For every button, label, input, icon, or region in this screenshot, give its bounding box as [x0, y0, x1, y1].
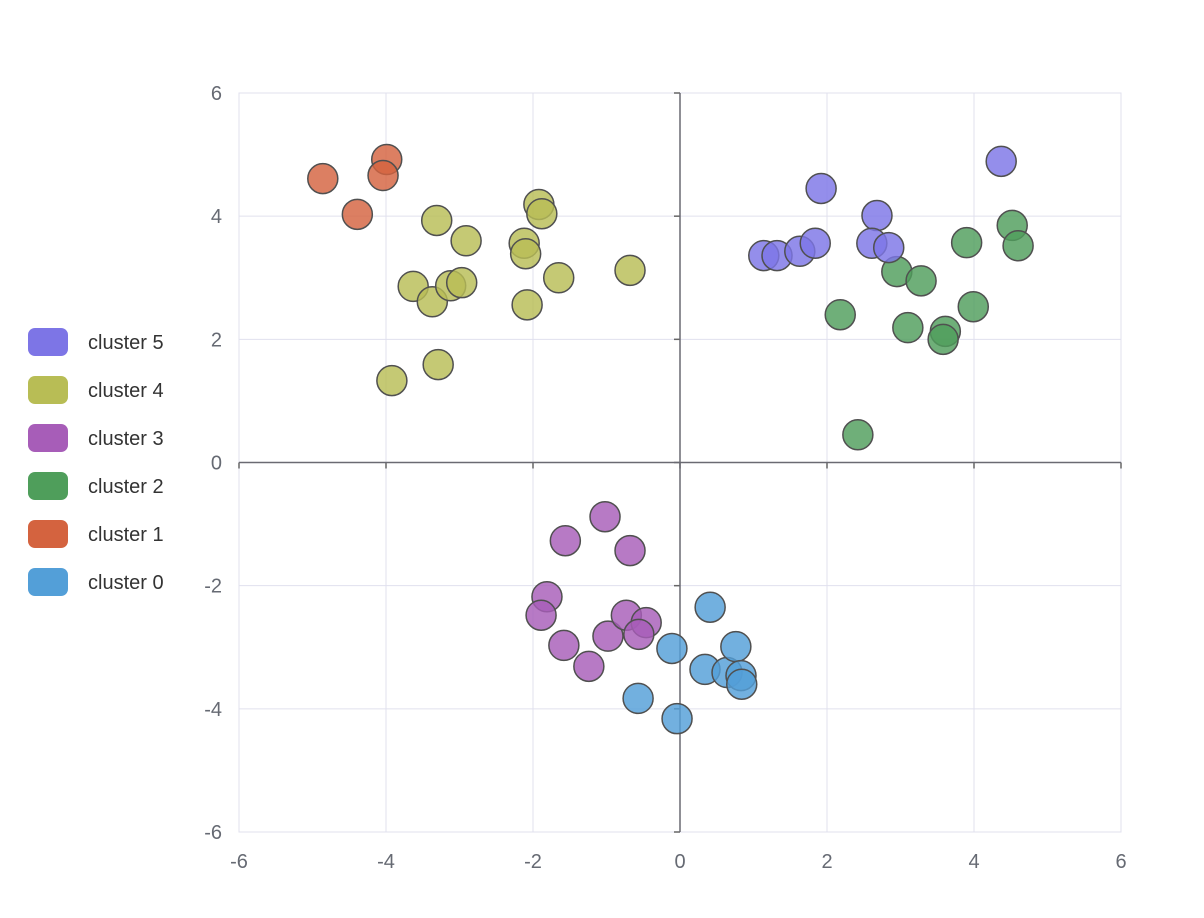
data-point-cluster-0	[622, 682, 654, 715]
y-tick-label: -6	[204, 822, 222, 844]
data-point-cluster-1	[341, 198, 374, 231]
data-point-cluster-2	[957, 290, 990, 323]
data-point-cluster-2	[1002, 229, 1034, 262]
data-point-cluster-2	[950, 226, 983, 259]
legend-label: cluster 3	[88, 428, 164, 450]
data-point-cluster-3	[592, 620, 624, 652]
legend-swatch	[28, 568, 68, 596]
legend-item: cluster 3	[28, 424, 164, 452]
data-point-cluster-5	[805, 172, 837, 205]
x-tick-label: 0	[674, 851, 685, 873]
legend-label: cluster 5	[88, 332, 164, 354]
x-tick-label: -4	[377, 851, 395, 873]
data-point-cluster-4	[526, 197, 558, 230]
data-point-cluster-5	[872, 231, 905, 264]
data-point-cluster-1	[367, 159, 399, 192]
legend-label: cluster 2	[88, 476, 164, 498]
data-point-cluster-3	[549, 524, 582, 557]
data-point-cluster-0	[656, 632, 688, 665]
legend-label: cluster 1	[88, 524, 164, 546]
legend-item: cluster 1	[28, 520, 164, 548]
legend-label: cluster 0	[88, 572, 164, 594]
data-point-cluster-0	[725, 668, 758, 700]
data-point-cluster-4	[445, 266, 478, 299]
data-point-cluster-0	[720, 630, 752, 663]
x-tick-label: 2	[821, 851, 832, 873]
legend: cluster 5 cluster 4 cluster 3 cluster 2 clus…	[28, 328, 164, 596]
data-point-cluster-3	[589, 500, 621, 533]
legend-item: cluster 2	[28, 472, 164, 500]
data-point-cluster-3	[525, 599, 557, 631]
tick-labels: -6 -4 -2 0 2 4 6 6 4 2 0 -2 -4 -6	[204, 83, 1126, 873]
legend-swatch	[28, 328, 68, 356]
data-point-cluster-2	[842, 419, 874, 451]
legend-label: cluster 4	[88, 380, 164, 402]
data-point-cluster-2	[927, 323, 959, 356]
data-point-cluster-5	[799, 227, 831, 260]
y-tick-label: -4	[204, 699, 222, 721]
data-points	[307, 143, 1034, 735]
data-point-cluster-4	[509, 237, 542, 270]
y-tick-label: 4	[211, 206, 222, 228]
x-tick-label: 4	[968, 851, 979, 873]
data-point-cluster-3	[548, 629, 580, 662]
data-point-cluster-1	[307, 162, 339, 195]
data-point-cluster-0	[661, 702, 693, 735]
legend-item: cluster 0	[28, 568, 164, 596]
data-point-cluster-4	[511, 289, 543, 321]
data-point-cluster-2	[824, 298, 856, 331]
data-point-cluster-5	[861, 199, 893, 232]
y-tick-label: 0	[211, 453, 222, 475]
data-point-cluster-4	[542, 262, 575, 294]
legend-swatch	[28, 424, 68, 452]
data-point-cluster-3	[614, 534, 646, 567]
x-tick-label: 6	[1115, 851, 1126, 873]
legend-swatch	[28, 376, 68, 404]
legend-swatch	[28, 520, 68, 548]
data-point-cluster-4	[450, 225, 482, 257]
legend-swatch	[28, 472, 68, 500]
data-point-cluster-3	[623, 618, 655, 651]
data-point-cluster-4	[614, 254, 646, 287]
data-point-cluster-0	[694, 591, 726, 623]
x-tick-label: -6	[230, 851, 248, 873]
legend-item: cluster 5	[28, 328, 164, 356]
data-point-cluster-2	[905, 265, 937, 297]
data-point-cluster-4	[420, 204, 453, 237]
data-point-cluster-2	[892, 311, 924, 344]
data-point-cluster-3	[573, 650, 605, 683]
data-point-cluster-4	[376, 364, 408, 397]
y-tick-label: -2	[204, 576, 222, 598]
legend-item: cluster 4	[28, 376, 164, 404]
x-tick-label: -2	[524, 851, 542, 873]
y-tick-label: 6	[211, 83, 222, 105]
data-point-cluster-5	[985, 145, 1017, 178]
data-point-cluster-4	[422, 348, 454, 381]
y-tick-label: 2	[211, 329, 222, 351]
